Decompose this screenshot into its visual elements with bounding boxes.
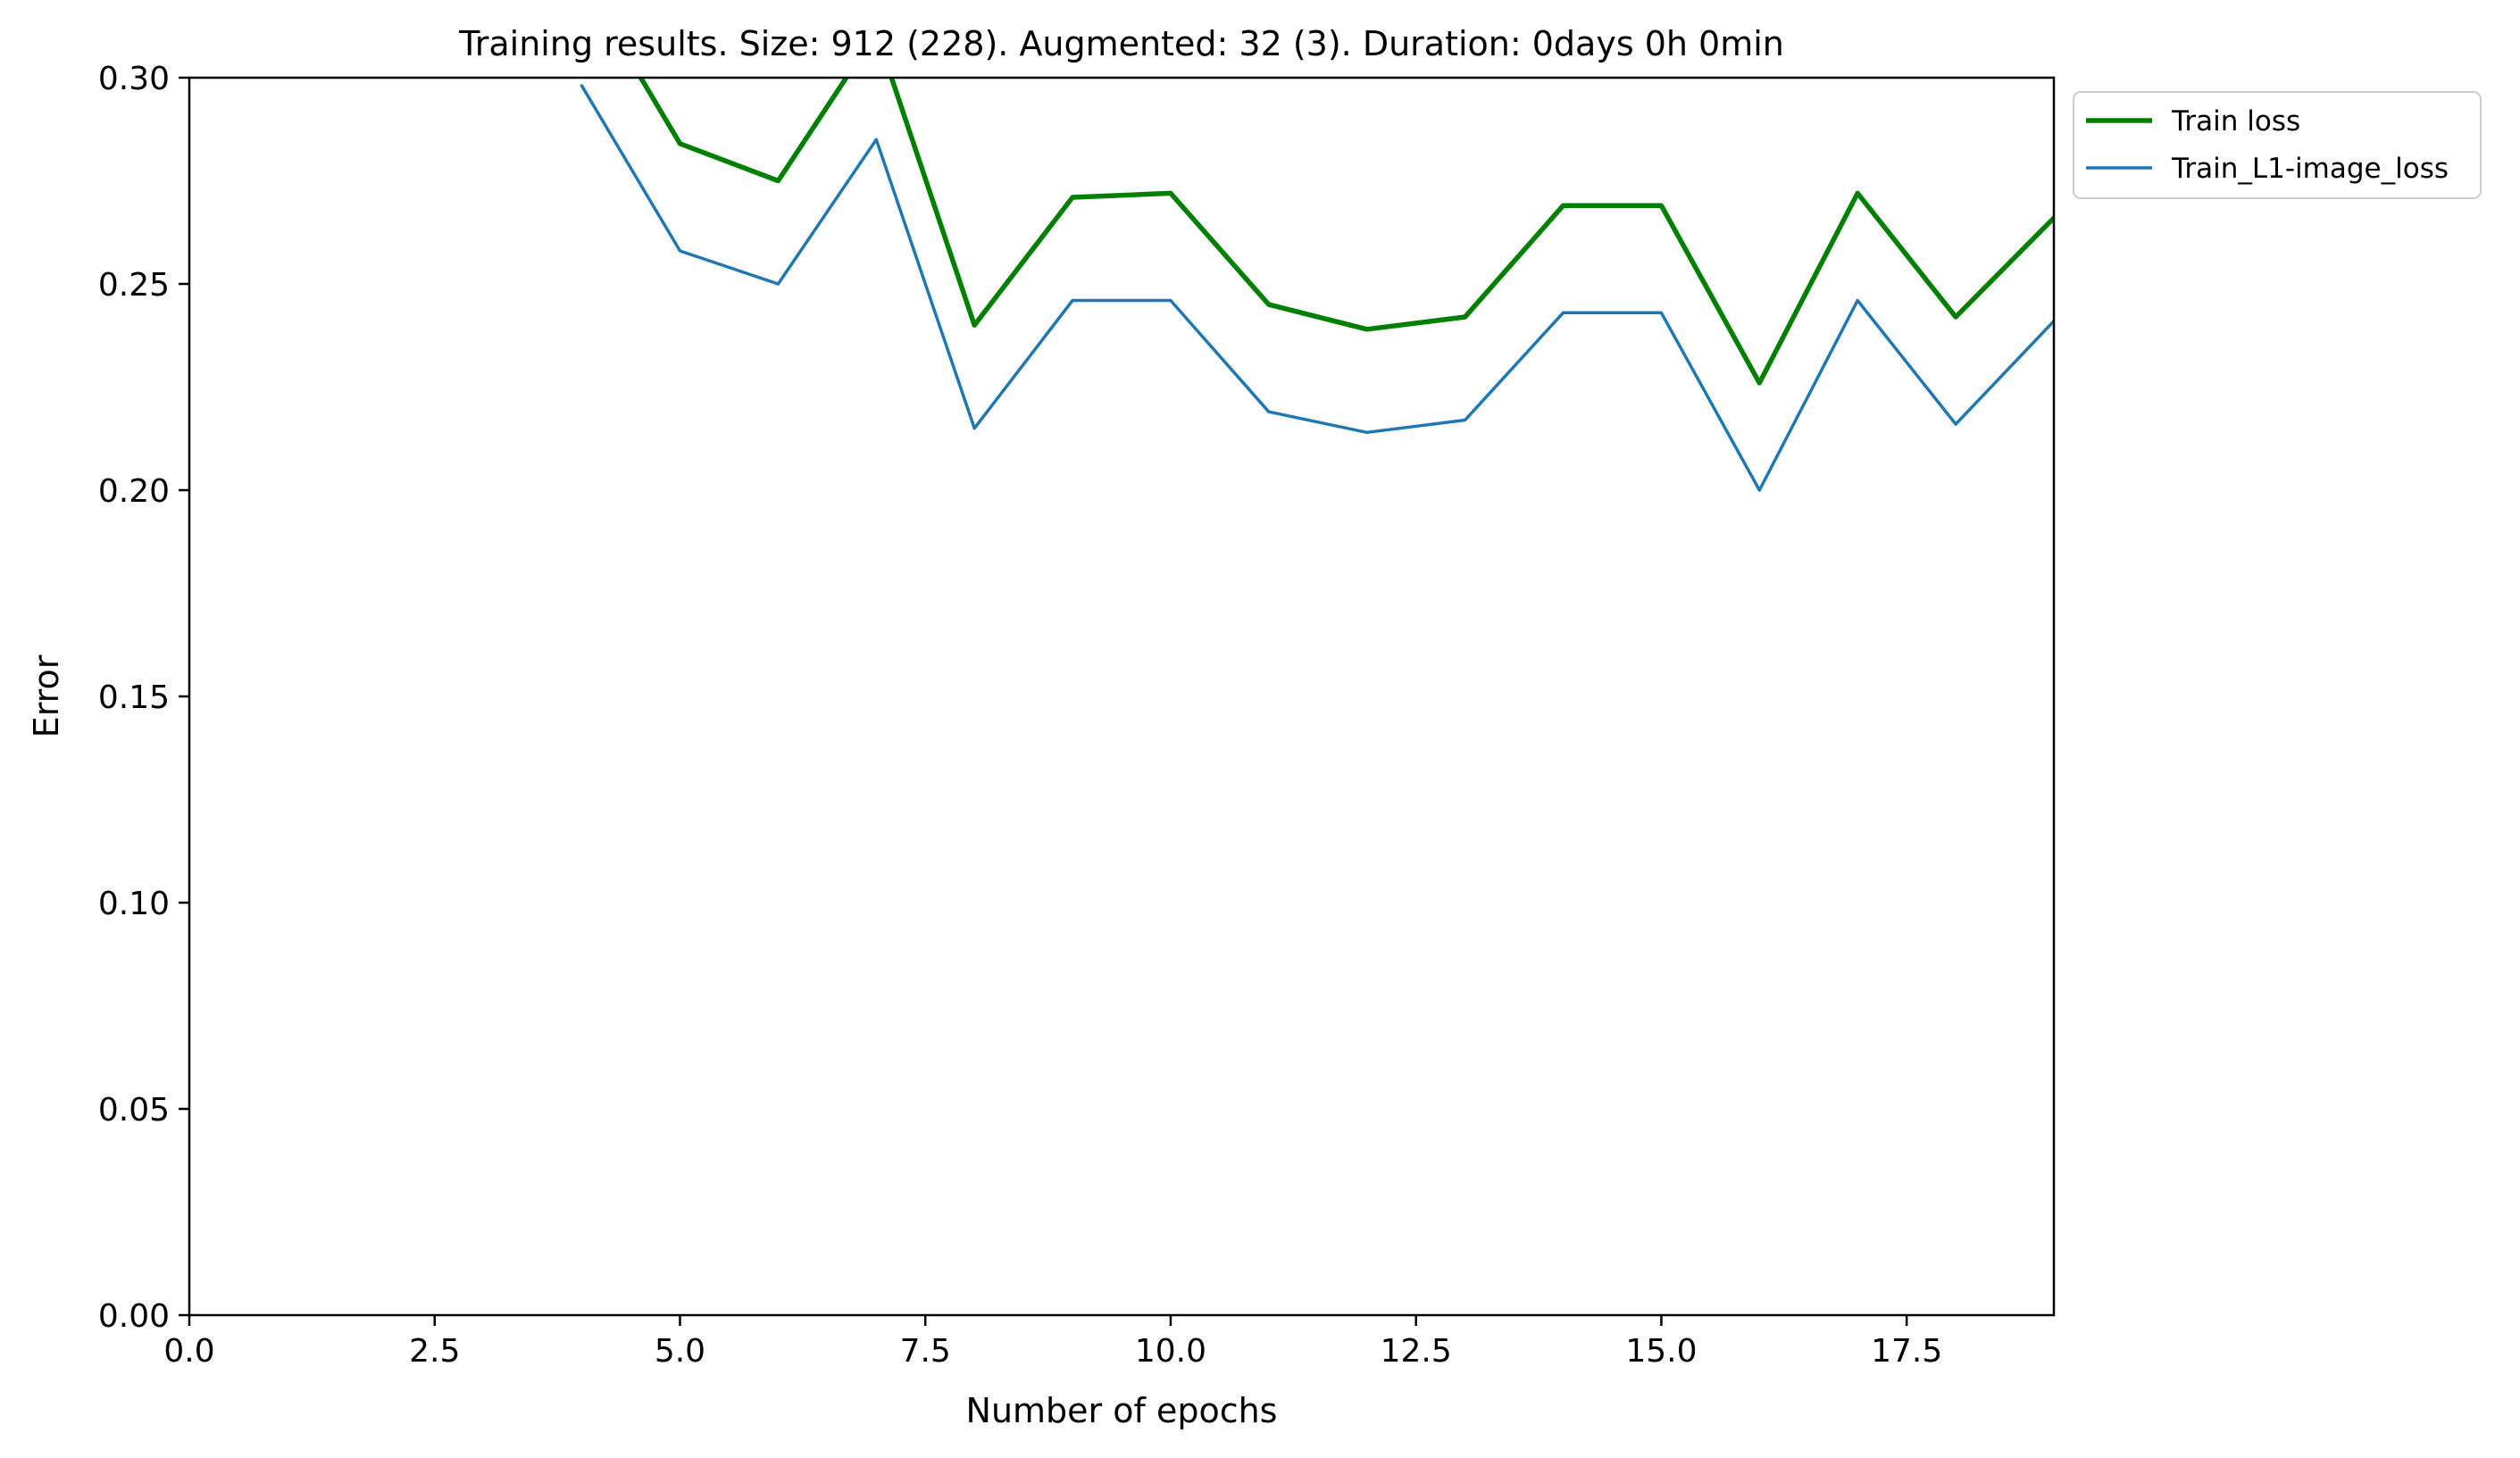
- y-tick-label: 0.25: [98, 267, 170, 304]
- x-tick-label: 17.5: [1871, 1333, 1942, 1370]
- x-tick-label: 12.5: [1381, 1333, 1452, 1370]
- y-tick-label: 0.15: [98, 679, 170, 716]
- series-line-2: [580, 83, 2054, 492]
- x-tick-label: 10.0: [1135, 1333, 1206, 1370]
- series-line-1: [638, 78, 2054, 386]
- y-tick-label: 0.30: [98, 61, 170, 97]
- x-axis-label: Number of epochs: [966, 1391, 1278, 1430]
- x-tick-label: 2.5: [409, 1333, 460, 1370]
- x-tick-label: 7.5: [900, 1333, 951, 1370]
- y-tick-label: 0.00: [98, 1298, 170, 1335]
- x-tick-label: 15.0: [1625, 1333, 1697, 1370]
- y-axis-label: Error: [27, 654, 66, 737]
- y-tick-label: 0.10: [98, 886, 170, 922]
- y-tick-label: 0.05: [98, 1092, 170, 1129]
- legend-frame: [2073, 91, 2482, 199]
- plot-area-frame: [188, 76, 2056, 1317]
- x-tick-label: 0.0: [163, 1333, 214, 1370]
- x-tick-label: 5.0: [655, 1333, 705, 1370]
- legend-label-1: Train loss: [2171, 105, 2300, 137]
- y-tick-label: 0.20: [98, 473, 170, 510]
- chart-title: Training results. Size: 912 (228). Augme…: [458, 24, 1784, 63]
- chart-legend: Train loss Train_L1-image_loss: [2073, 91, 2482, 199]
- legend-label-2: Train_L1-image_loss: [2171, 153, 2449, 185]
